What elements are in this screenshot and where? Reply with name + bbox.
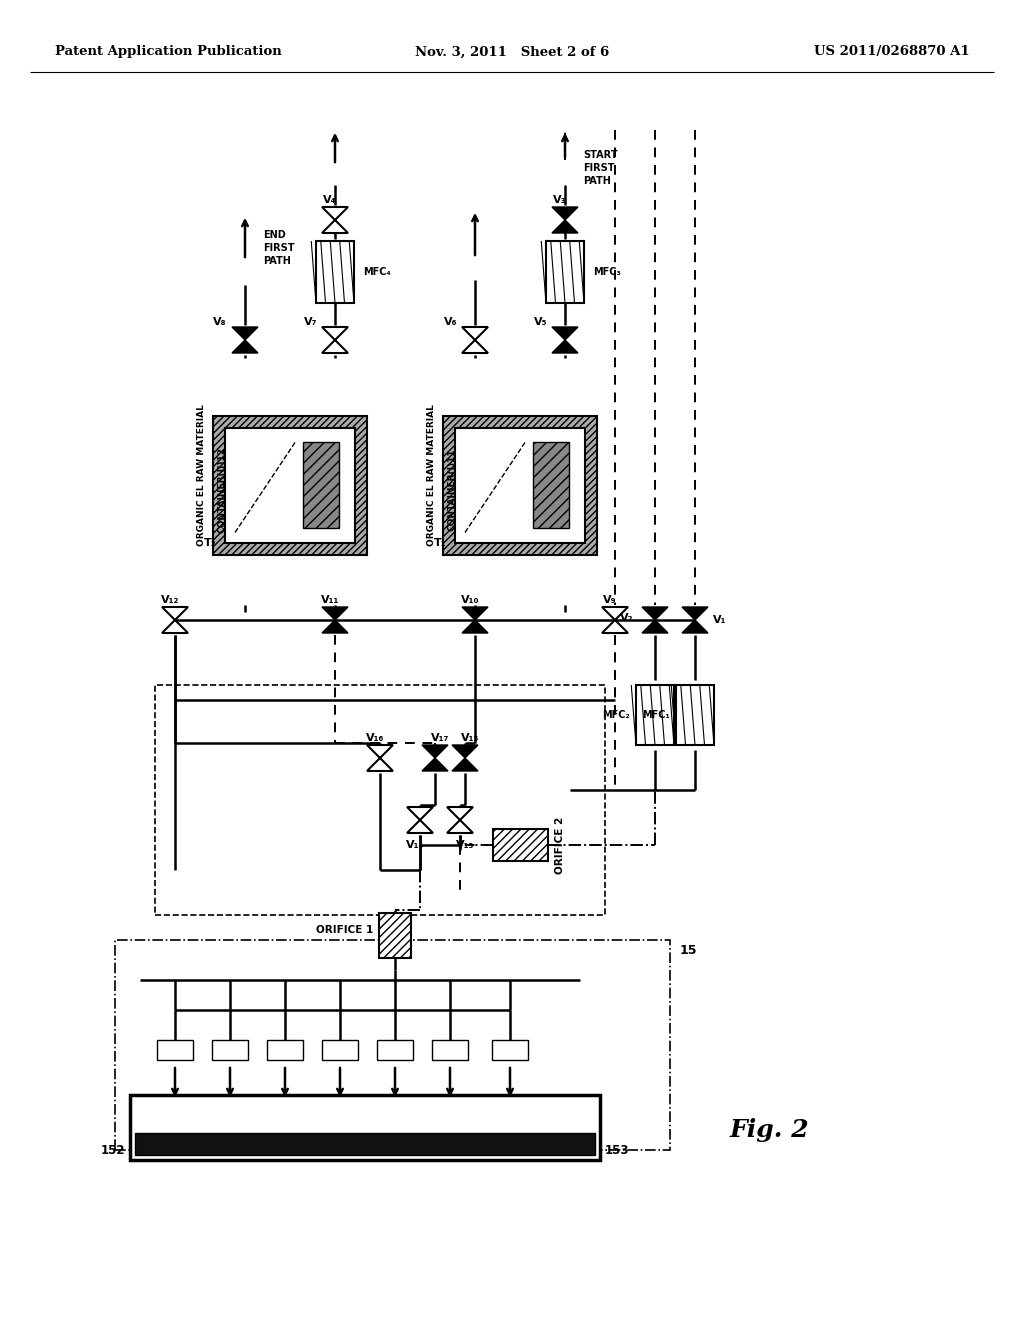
Text: MFC₃: MFC₃ [593,267,621,277]
Text: T₁: T₁ [434,539,446,548]
Polygon shape [232,341,258,352]
Bar [322,1040,358,1060]
Bar [455,428,585,543]
Polygon shape [462,327,488,341]
Text: US 2011/0268870 A1: US 2011/0268870 A1 [814,45,970,58]
Polygon shape [462,607,488,620]
Bar [316,242,354,304]
Polygon shape [407,807,433,820]
Polygon shape [322,341,348,352]
Text: CONTAINER(I)11: CONTAINER(I)11 [447,449,457,532]
Polygon shape [367,744,393,758]
Bar [377,1040,413,1060]
Polygon shape [642,620,668,634]
Text: Nov. 3, 2011   Sheet 2 of 6: Nov. 3, 2011 Sheet 2 of 6 [415,45,609,58]
Polygon shape [552,220,578,234]
Polygon shape [162,620,188,634]
Text: ORGANIC EL RAW MATERIAL: ORGANIC EL RAW MATERIAL [198,404,207,546]
Polygon shape [422,744,449,758]
Text: V₁₆: V₁₆ [366,733,384,743]
Text: V₅: V₅ [534,317,547,327]
Text: 15: 15 [680,944,697,957]
Text: PATH: PATH [583,176,611,186]
Polygon shape [162,607,188,620]
Text: FIRST: FIRST [263,243,295,253]
Polygon shape [232,327,258,341]
Bar [157,1040,193,1060]
Polygon shape [682,607,708,620]
Polygon shape [462,620,488,634]
Polygon shape [407,820,433,833]
Text: ORGANIC EL RAW MATERIAL: ORGANIC EL RAW MATERIAL [427,404,436,546]
Text: PATH: PATH [263,256,291,267]
Polygon shape [552,341,578,352]
Text: Fig. 2: Fig. 2 [730,1118,810,1142]
Text: V₁: V₁ [713,615,726,624]
Bar [379,912,411,957]
Bar [534,442,569,528]
Text: ORIFICE 1: ORIFICE 1 [315,925,373,935]
Text: V₁₂: V₁₂ [161,595,179,605]
Text: V₁₃: V₁₃ [456,840,474,850]
Text: T₂: T₂ [204,539,216,548]
Bar [225,428,355,543]
Text: END: END [263,230,286,240]
Text: MFC₂: MFC₂ [602,710,630,719]
Polygon shape [552,327,578,341]
Text: V₆: V₆ [443,317,457,327]
Bar [636,685,674,744]
Text: V₉: V₉ [603,595,616,605]
Polygon shape [322,207,348,220]
Polygon shape [422,758,449,771]
Text: V₁₇: V₁₇ [431,733,450,743]
Polygon shape [322,620,348,634]
Polygon shape [322,607,348,620]
Polygon shape [602,620,628,634]
Bar [546,242,584,304]
Polygon shape [462,341,488,352]
Text: V₁₁: V₁₁ [321,595,339,605]
Bar [492,1040,528,1060]
Bar [676,685,714,744]
Polygon shape [602,607,628,620]
Bar [115,940,670,1150]
Text: V₄: V₄ [324,195,337,205]
Text: MFC₄: MFC₄ [362,267,391,277]
Text: V₂: V₂ [620,612,633,623]
Text: 153: 153 [605,1143,630,1156]
Bar [303,442,339,528]
Polygon shape [452,758,478,771]
Polygon shape [447,820,473,833]
Polygon shape [322,327,348,341]
Text: ORIFICE 2: ORIFICE 2 [555,816,565,874]
Text: V₁₅: V₁₅ [461,733,479,743]
Bar [135,1133,595,1155]
Bar [130,1096,600,1160]
Polygon shape [682,620,708,634]
Text: MFC₁: MFC₁ [642,710,670,719]
Text: V₇: V₇ [303,317,317,327]
Polygon shape [452,744,478,758]
Polygon shape [642,607,668,620]
Text: START: START [583,150,617,160]
Polygon shape [552,207,578,220]
Text: V₈: V₈ [213,317,227,327]
Polygon shape [322,220,348,234]
Bar [213,416,367,554]
Polygon shape [367,758,393,771]
Polygon shape [447,807,473,820]
Bar [267,1040,303,1060]
Text: V₃: V₃ [553,195,566,205]
Text: FIRST: FIRST [583,162,614,173]
Bar [443,416,597,554]
Text: V₁₀: V₁₀ [461,595,479,605]
Text: V₁₄: V₁₄ [406,840,424,850]
Text: CONTAINER(II)12: CONTAINER(II)12 [217,447,226,533]
Bar [493,829,548,861]
Text: Patent Application Publication: Patent Application Publication [55,45,282,58]
Bar [212,1040,248,1060]
Text: 152: 152 [100,1143,125,1156]
Bar [432,1040,468,1060]
Bar [155,685,605,915]
